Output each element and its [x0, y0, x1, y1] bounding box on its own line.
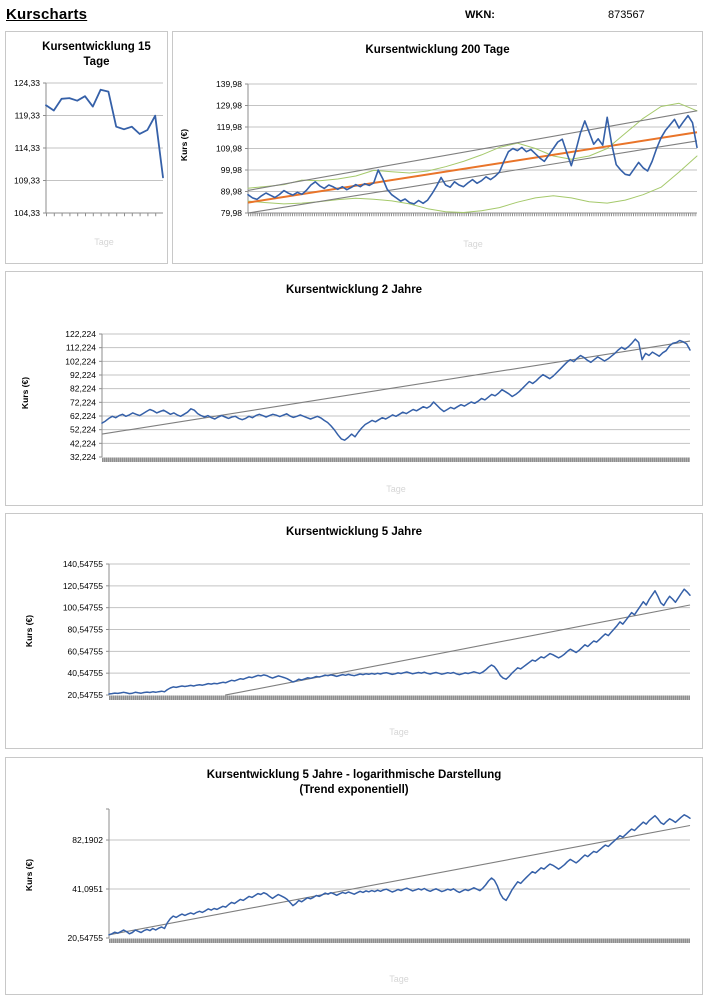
price-line	[45, 88, 164, 179]
trend-line-orange	[247, 131, 698, 204]
wkn-label: WKN:	[465, 9, 495, 21]
x-axis-label: Tage	[463, 239, 483, 249]
y-tick-label: 139,98	[216, 79, 242, 89]
chart-title: Kursentwicklung 200 Tage	[365, 44, 510, 56]
x-axis-label: Tage	[386, 484, 406, 494]
x-axis-label: Tage	[94, 237, 114, 247]
chart-canvas-2-jahre: 122,224 112,224 102,224 92,224 82,224 72,224 6…	[65, 329, 691, 463]
y-tick-label: 52,224	[70, 425, 96, 435]
y-tick-label: 119,33	[15, 111, 41, 121]
price-line	[108, 588, 691, 695]
y-tick-label: 79,98	[221, 208, 243, 218]
chart-title: Kursentwicklung 15 Tage	[42, 41, 151, 68]
y-tick-label: 80,54755	[68, 625, 104, 635]
chart-panel-2-jahre: Kursentwicklung 2 Jahre Kurs (€) 122,224…	[5, 271, 703, 506]
x-axis-label: Tage	[389, 727, 409, 737]
channel-upper-line	[247, 110, 698, 191]
y-tick-label: 41,0951	[72, 884, 103, 894]
y-tick-label: 100,54755	[63, 603, 103, 613]
y-tick-label: 120,54755	[63, 581, 103, 591]
y-tick-label: 92,224	[70, 370, 96, 380]
chart-title: Kursentwicklung 5 Jahre - logarithmische…	[206, 769, 502, 781]
price-line	[108, 814, 691, 936]
chart-canvas-5-jahre: 140,54755 120,54755 100,54755 80,54755 60,54…	[63, 559, 691, 701]
bollinger-lower-line	[247, 155, 698, 213]
page-title: Kurscharts	[6, 6, 88, 23]
chart-canvas-15-tage: 124,33 119,33 114,33 109,33 104,33	[14, 78, 164, 218]
bollinger-upper-line	[247, 102, 698, 189]
y-tick-label: 40,54755	[68, 668, 104, 678]
wkn-value: 873567	[608, 9, 645, 21]
y-tick-label: 119,98	[217, 122, 243, 132]
chart-canvas-200-tage: 139,98 129,98 119,98 109,98 99,98 89,98 79,98	[216, 79, 698, 218]
y-tick-label: 124,33	[14, 78, 40, 88]
y-tick-label: 99,98	[221, 165, 243, 175]
y-tick-label: 104,33	[14, 208, 40, 218]
y-tick-label: 82,1902	[72, 835, 103, 845]
y-tick-label: 89,98	[221, 187, 243, 197]
chart-canvas-5-jahre-log: 82,1902 41,0951 20,54755	[68, 808, 691, 944]
y-tick-label: 109,98	[216, 144, 242, 154]
y-tick-label: 62,224	[70, 411, 96, 421]
trend-line	[101, 340, 691, 435]
y-tick-label: 82,224	[70, 384, 96, 394]
chart-title: Kursentwicklung 5 Jahre	[285, 526, 423, 538]
y-tick-label: 20,54755	[68, 933, 104, 943]
chart-panel-5-jahre: Kursentwicklung 5 Jahre Kurs (€) 140,547…	[5, 513, 703, 749]
y-tick-label: 112,224	[66, 343, 96, 353]
y-tick-label: 140,54755	[63, 559, 103, 569]
y-tick-label: 102,224	[65, 356, 96, 366]
chart-panel-15-tage: Kursentwicklung 15 Tage 124,33 119,33 114,…	[5, 31, 168, 264]
y-tick-label: 60,54755	[68, 646, 104, 656]
y-tick-label: 114,33	[15, 143, 41, 153]
trend-line-exponential	[108, 824, 691, 936]
y-tick-label: 42,224	[70, 438, 96, 448]
y-tick-label: 122,224	[65, 329, 96, 339]
chart-panel-200-tage: Kursentwicklung 200 Tage Kurs (€) 139,98…	[172, 31, 703, 264]
chart-subtitle: (Trend exponentiell)	[299, 784, 409, 796]
y-tick-label: 72,224	[70, 397, 96, 407]
y-tick-label: 20,54755	[68, 690, 104, 700]
y-tick-label: 129,98	[216, 101, 242, 111]
price-line	[247, 114, 698, 205]
x-axis-label: Tage	[389, 974, 409, 984]
channel-lower-line	[247, 140, 698, 214]
y-tick-label: 32,224	[70, 452, 96, 462]
price-line	[101, 338, 691, 441]
y-tick-label: 109,33	[14, 176, 40, 186]
chart-panel-5-jahre-log: Kursentwicklung 5 Jahre - logarithmische…	[5, 757, 703, 995]
chart-title: Kursentwicklung 2 Jahre	[285, 284, 423, 296]
